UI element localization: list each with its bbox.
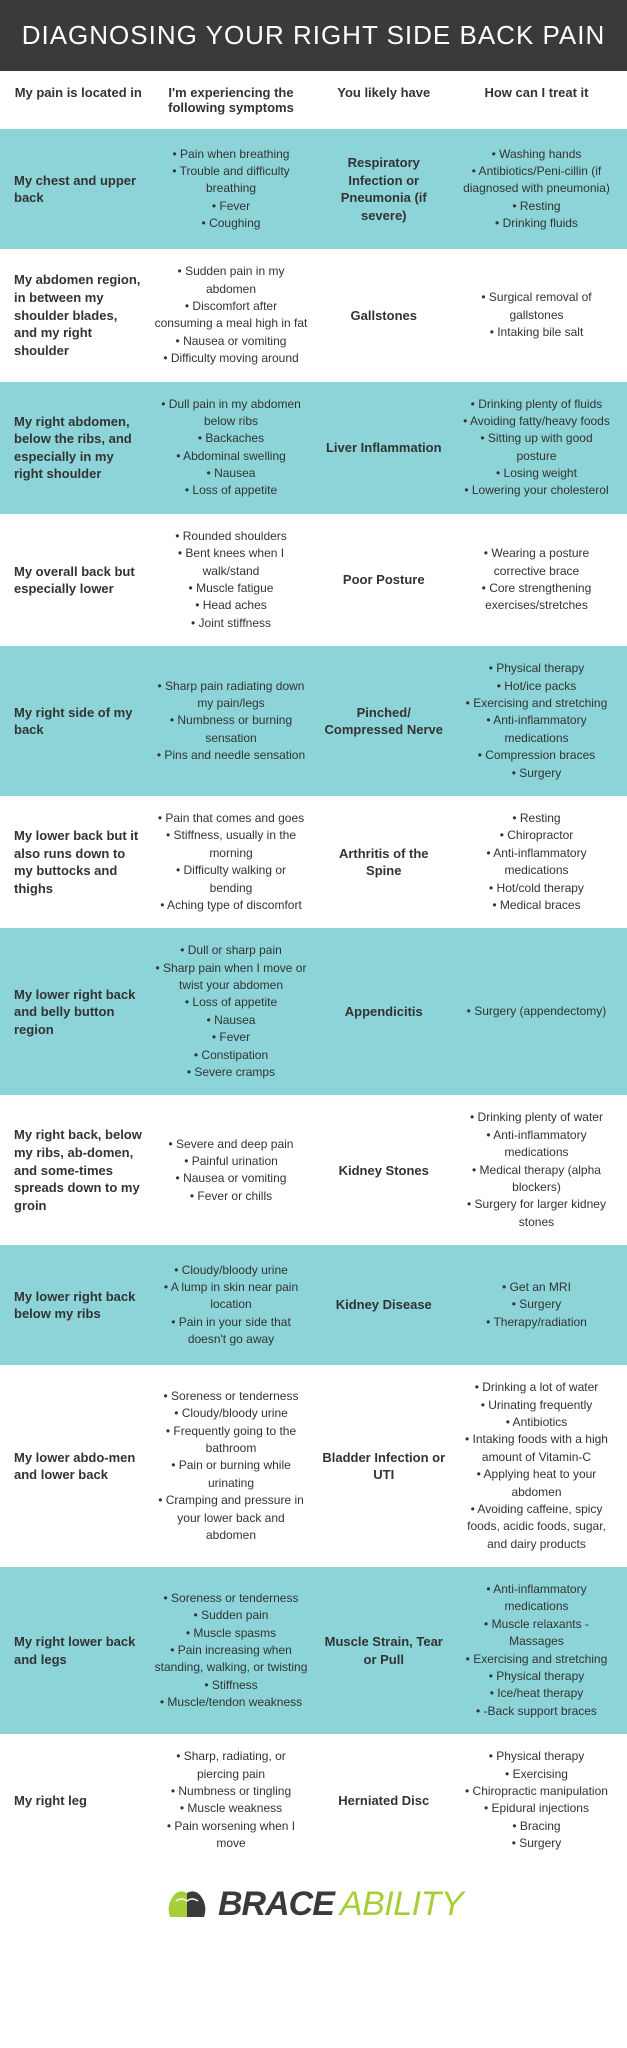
symptoms-cell: • Soreness or tenderness• Sudden pain• M… bbox=[149, 1590, 314, 1712]
header-diagnosis: You likely have bbox=[313, 85, 454, 115]
page-title: DIAGNOSING YOUR RIGHT SIDE BACK PAIN bbox=[0, 0, 627, 71]
header-symptoms: I'm experiencing the following symptoms bbox=[149, 85, 314, 115]
treatment-cell: • Get an MRI• Surgery• Therapy/radiation bbox=[454, 1279, 619, 1331]
diagnosis-cell: Kidney Stones bbox=[313, 1162, 454, 1180]
table-row: My lower right back and belly button reg… bbox=[0, 928, 627, 1095]
table-row: My right abdomen, below the ribs, and es… bbox=[0, 382, 627, 514]
treatment-cell: • Physical therapy• Exercising• Chiropra… bbox=[454, 1748, 619, 1852]
symptoms-cell: • Sharp pain radiating down my pain/legs… bbox=[149, 678, 314, 765]
table-row: My lower abdo-men and lower back• Sorene… bbox=[0, 1365, 627, 1567]
symptoms-cell: • Severe and deep pain• Painful urinatio… bbox=[149, 1136, 314, 1206]
header-location: My pain is located in bbox=[8, 85, 149, 115]
diagnosis-cell: Kidney Disease bbox=[313, 1296, 454, 1314]
location-cell: My right abdomen, below the ribs, and es… bbox=[8, 413, 149, 483]
location-cell: My lower right back and belly button reg… bbox=[8, 986, 149, 1039]
header-treatment: How can I treat it bbox=[454, 85, 619, 115]
location-cell: My right leg bbox=[8, 1792, 149, 1810]
location-cell: My chest and upper back bbox=[8, 172, 149, 207]
table-row: My lower right back below my ribs• Cloud… bbox=[0, 1245, 627, 1365]
location-cell: My lower abdo-men and lower back bbox=[8, 1449, 149, 1484]
diagnosis-cell: Gallstones bbox=[313, 307, 454, 325]
diagnosis-cell: Bladder Infection or UTI bbox=[313, 1449, 454, 1484]
treatment-cell: • Drinking a lot of water• Urinating fre… bbox=[454, 1379, 619, 1553]
treatment-cell: • Washing hands• Antibiotics/Peni-cillin… bbox=[454, 146, 619, 233]
location-cell: My overall back but especially lower bbox=[8, 563, 149, 598]
table-row: My right back, below my ribs, ab-domen, … bbox=[0, 1095, 627, 1245]
diagnosis-cell: Herniated Disc bbox=[313, 1792, 454, 1810]
brand-text-brace: BRACE bbox=[218, 1885, 334, 1924]
column-headers: My pain is located in I'm experiencing t… bbox=[0, 71, 627, 129]
table-row: My right lower back and legs• Soreness o… bbox=[0, 1567, 627, 1734]
location-cell: My lower right back below my ribs bbox=[8, 1288, 149, 1323]
symptoms-cell: • Sudden pain in my abdomen• Discomfort … bbox=[149, 263, 314, 367]
treatment-cell: • Drinking plenty of fluids• Avoiding fa… bbox=[454, 396, 619, 500]
diagnosis-cell: Muscle Strain, Tear or Pull bbox=[313, 1633, 454, 1668]
symptoms-cell: • Sharp, radiating, or piercing pain• Nu… bbox=[149, 1748, 314, 1852]
treatment-cell: • Resting• Chiropractor• Anti-inflammato… bbox=[454, 810, 619, 914]
treatment-cell: • Wearing a posture corrective brace• Co… bbox=[454, 545, 619, 615]
diagnosis-cell: Respiratory Infection or Pneumonia (if s… bbox=[313, 154, 454, 224]
symptoms-cell: • Rounded shoulders• Bent knees when I w… bbox=[149, 528, 314, 632]
table-row: My chest and upper back• Pain when breat… bbox=[0, 129, 627, 249]
location-cell: My abdomen region, in between my shoulde… bbox=[8, 271, 149, 359]
diagnosis-table: My chest and upper back• Pain when breat… bbox=[0, 129, 627, 1866]
symptoms-cell: • Dull or sharp pain• Sharp pain when I … bbox=[149, 942, 314, 1081]
symptoms-cell: • Dull pain in my abdomen below ribs• Ba… bbox=[149, 396, 314, 500]
diagnosis-cell: Liver Inflammation bbox=[313, 439, 454, 457]
diagnosis-cell: Arthritis of the Spine bbox=[313, 845, 454, 880]
table-row: My abdomen region, in between my shoulde… bbox=[0, 249, 627, 381]
table-row: My lower back but it also runs down to m… bbox=[0, 796, 627, 928]
treatment-cell: • Physical therapy• Hot/ice packs• Exerc… bbox=[454, 660, 619, 782]
brand-footer: BRACEABILITY bbox=[0, 1867, 627, 1938]
diagnosis-cell: Appendicitis bbox=[313, 1003, 454, 1021]
treatment-cell: • Anti-inflammatory medications• Muscle … bbox=[454, 1581, 619, 1720]
diagnosis-cell: Pinched/ Compressed Nerve bbox=[313, 704, 454, 739]
table-row: My right leg• Sharp, radiating, or pierc… bbox=[0, 1734, 627, 1866]
table-row: My right side of my back• Sharp pain rad… bbox=[0, 646, 627, 796]
symptoms-cell: • Soreness or tenderness• Cloudy/bloody … bbox=[149, 1388, 314, 1545]
symptoms-cell: • Pain that comes and goes• Stiffness, u… bbox=[149, 810, 314, 914]
treatment-cell: • Surgical removal of gallstones• Intaki… bbox=[454, 289, 619, 341]
table-row: My overall back but especially lower• Ro… bbox=[0, 514, 627, 646]
braceability-logo-icon bbox=[164, 1887, 210, 1921]
location-cell: My lower back but it also runs down to m… bbox=[8, 827, 149, 897]
treatment-cell: • Surgery (appendectomy) bbox=[454, 1003, 619, 1020]
brand-text-ability: ABILITY bbox=[340, 1885, 463, 1924]
symptoms-cell: • Cloudy/bloody urine• A lump in skin ne… bbox=[149, 1262, 314, 1349]
diagnosis-cell: Poor Posture bbox=[313, 571, 454, 589]
location-cell: My right lower back and legs bbox=[8, 1633, 149, 1668]
symptoms-cell: • Pain when breathing• Trouble and diffi… bbox=[149, 146, 314, 233]
location-cell: My right back, below my ribs, ab-domen, … bbox=[8, 1126, 149, 1214]
treatment-cell: • Drinking plenty of water• Anti-inflamm… bbox=[454, 1109, 619, 1231]
location-cell: My right side of my back bbox=[8, 704, 149, 739]
